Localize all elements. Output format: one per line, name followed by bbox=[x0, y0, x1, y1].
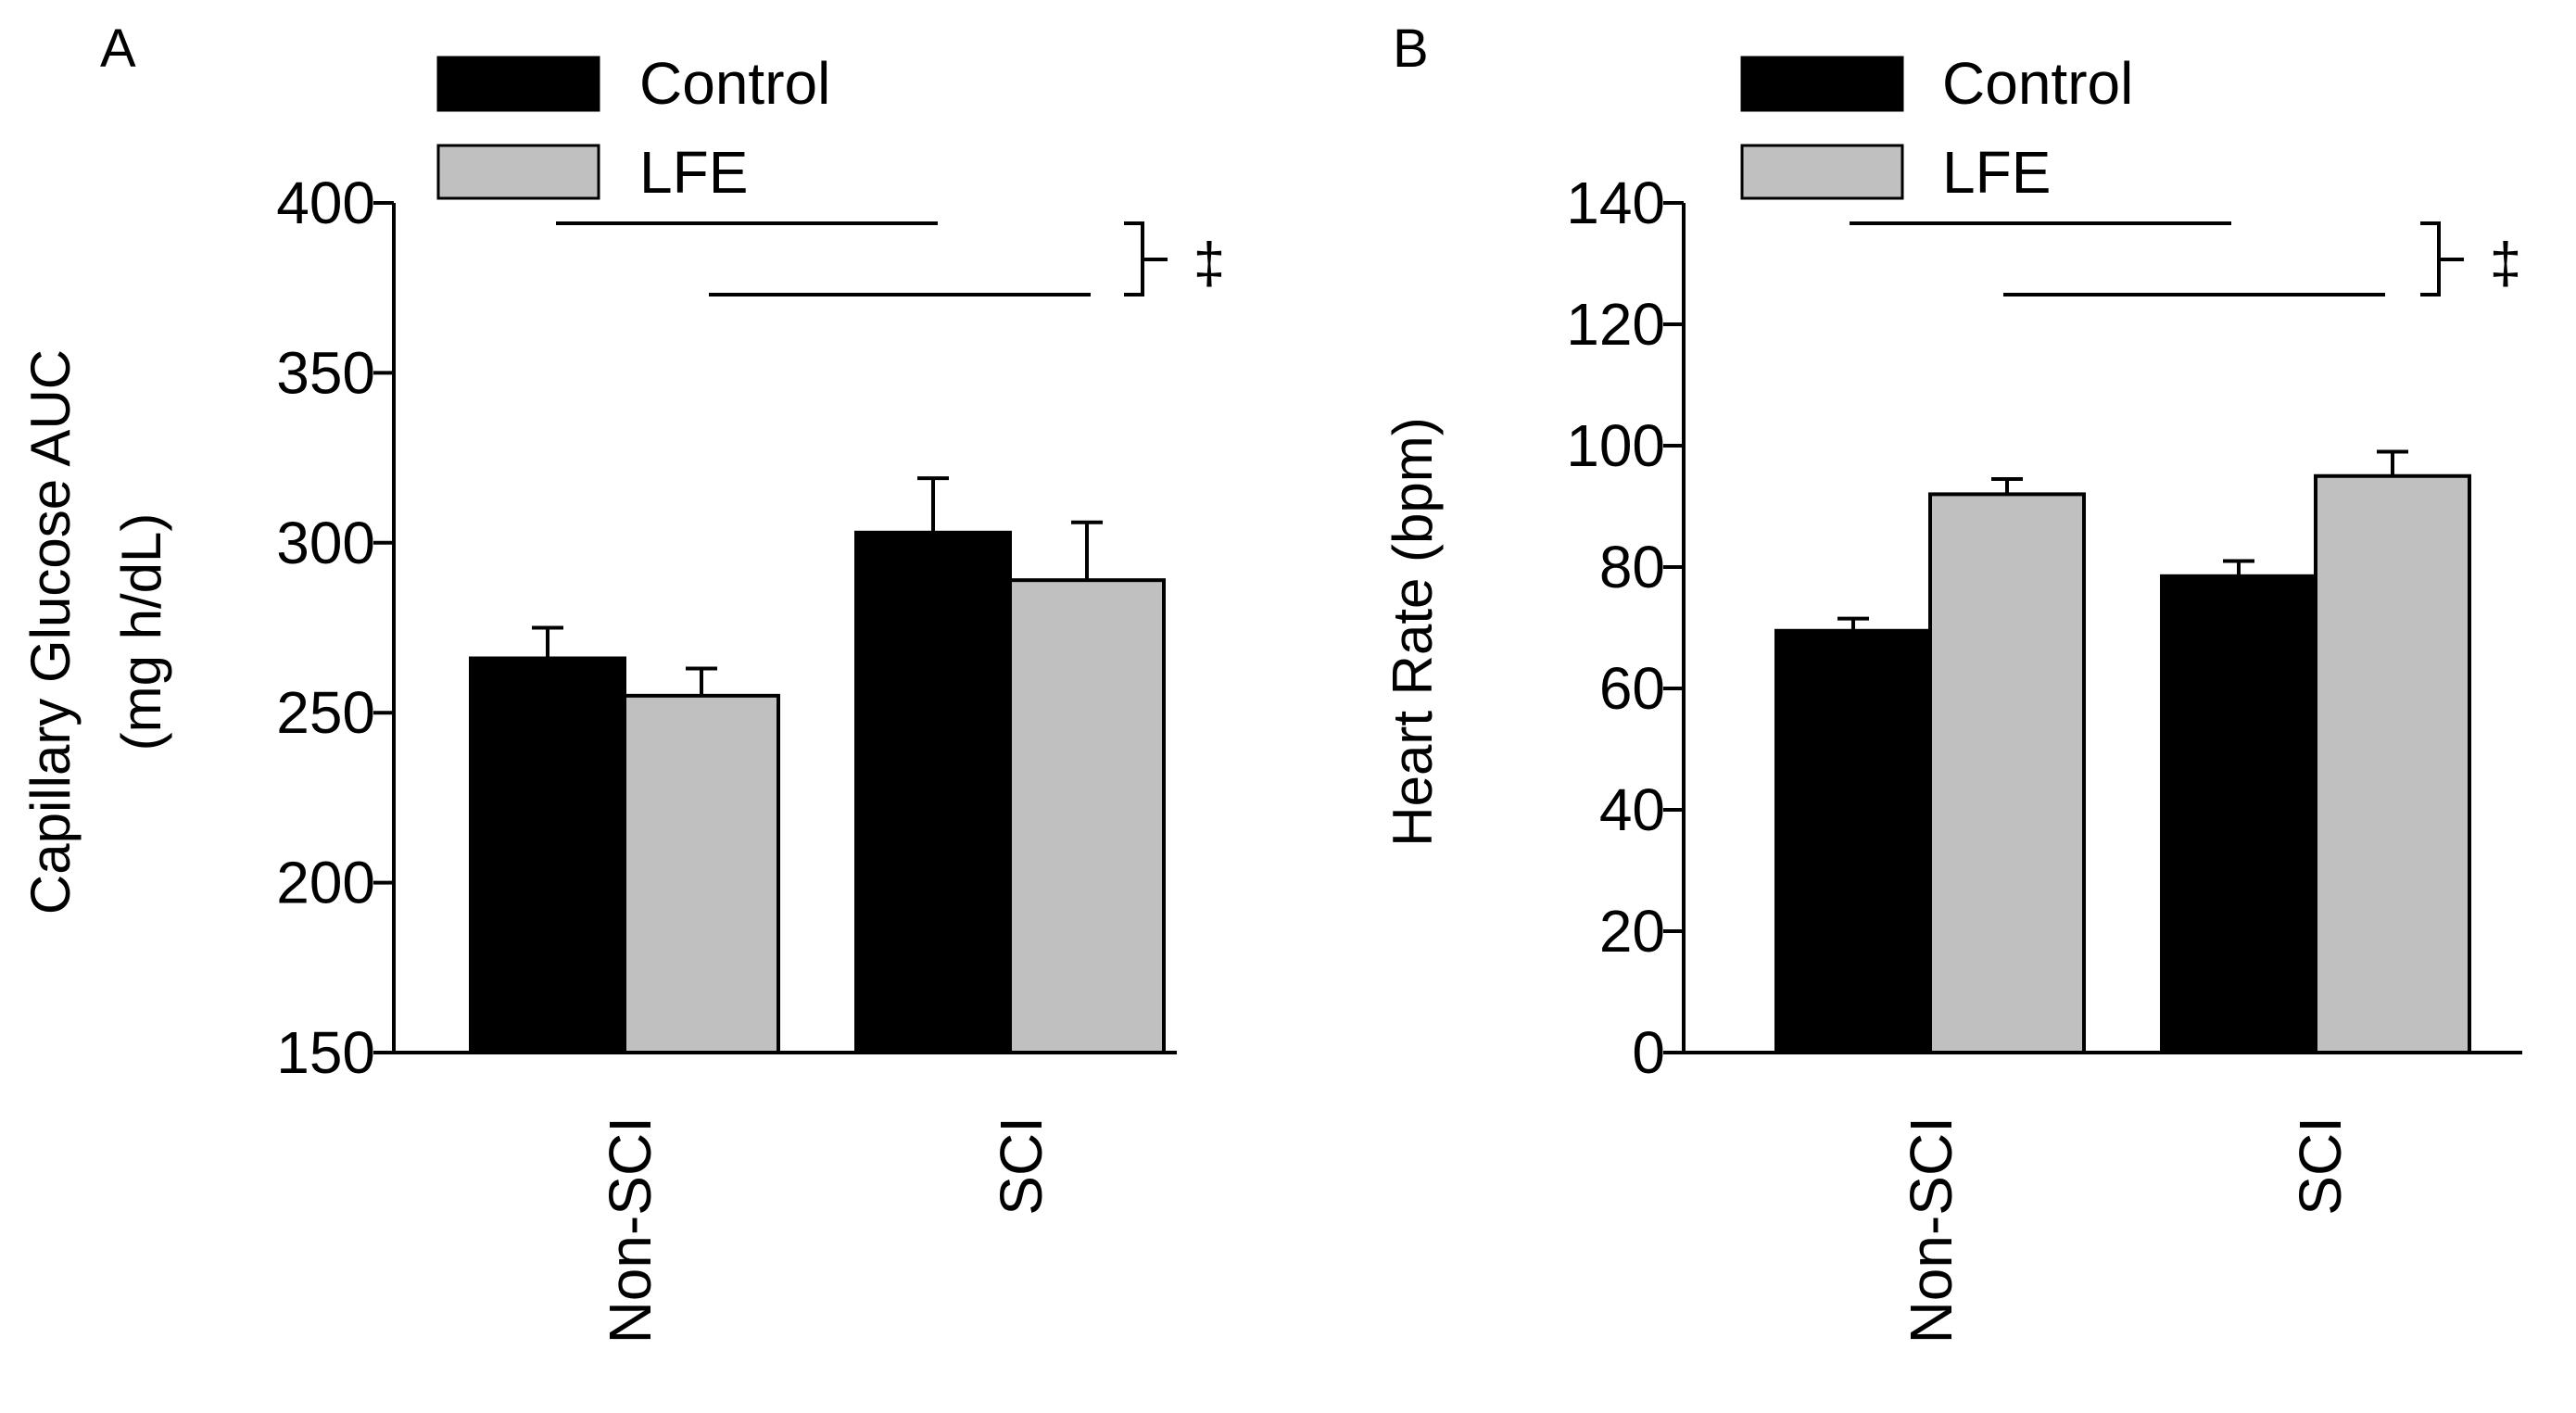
y-tick-label: 200 bbox=[276, 850, 375, 916]
legend: Control LFE bbox=[436, 50, 830, 206]
y-tick-label: 60 bbox=[1599, 655, 1665, 722]
legend-swatch-lfe bbox=[436, 144, 600, 200]
y-tick-label: 20 bbox=[1599, 898, 1665, 965]
x-tick-label-non-sci: Non-SCI bbox=[1898, 1117, 1964, 1344]
significance-bracket bbox=[1124, 221, 1144, 296]
y-axis-title: Heart Rate (bpm) bbox=[1382, 417, 1444, 846]
bar bbox=[1774, 628, 1932, 1055]
y-tick-label: 120 bbox=[1566, 291, 1665, 358]
chart-panel-b: B Control LFE Heart Rate (bpm) 0 20 40 60 80… bbox=[1382, 19, 2522, 1344]
bar bbox=[1928, 492, 2086, 1054]
y-axis-title-line1: Capillary Glucose AUC bbox=[19, 349, 82, 915]
legend-label-control: Control bbox=[639, 50, 830, 117]
bar bbox=[854, 530, 1012, 1054]
y-ticks: 150 200 250 300 350 400 bbox=[276, 170, 394, 1086]
x-tick-label-non-sci: Non-SCI bbox=[597, 1117, 663, 1344]
legend-swatch-control bbox=[436, 56, 600, 112]
x-tick-label-sci: SCI bbox=[988, 1117, 1054, 1216]
y-tick-label: 150 bbox=[276, 1019, 375, 1086]
significance-annotation: ‡ bbox=[556, 221, 1225, 296]
y-tick-label: 80 bbox=[1599, 534, 1665, 600]
legend-label-control: Control bbox=[1942, 50, 2133, 117]
y-tick-label: 140 bbox=[1566, 170, 1665, 236]
legend-swatch-control bbox=[1740, 56, 1904, 112]
bar bbox=[1008, 578, 1166, 1054]
significance-symbol: ‡ bbox=[2490, 232, 2521, 296]
y-tick-label: 300 bbox=[276, 510, 375, 576]
bar bbox=[2160, 574, 2317, 1054]
bar bbox=[623, 693, 780, 1054]
legend-label-lfe: LFE bbox=[639, 139, 748, 206]
y-tick-label: 250 bbox=[276, 679, 375, 746]
x-tick-label-sci: SCI bbox=[2287, 1117, 2354, 1216]
panel-label: B bbox=[1393, 19, 1429, 79]
significance-annotation: ‡ bbox=[1850, 221, 2521, 296]
significance-bracket bbox=[2420, 221, 2441, 296]
y-tick-label: 400 bbox=[276, 170, 375, 236]
y-tick-label: 40 bbox=[1599, 776, 1665, 843]
y-tick-label: 0 bbox=[1632, 1019, 1665, 1086]
y-tick-label: 350 bbox=[276, 339, 375, 406]
chart-panel-a: A Control LFE Capillary Glucose AUC (mg … bbox=[19, 19, 1225, 1344]
bars bbox=[469, 476, 1166, 1055]
legend-swatch-lfe bbox=[1740, 144, 1904, 200]
bar bbox=[2314, 473, 2471, 1054]
y-axis-title-line2: (mg h/dL) bbox=[110, 513, 172, 751]
panel-label: A bbox=[100, 19, 136, 79]
significance-symbol: ‡ bbox=[1193, 232, 1225, 296]
y-tick-label: 100 bbox=[1566, 412, 1665, 479]
legend-label-lfe: LFE bbox=[1942, 139, 2051, 206]
bars bbox=[1774, 449, 2471, 1055]
y-ticks: 0 20 40 60 80 100 120 140 bbox=[1566, 170, 1684, 1086]
bar bbox=[469, 656, 626, 1055]
legend: Control LFE bbox=[1740, 50, 2133, 206]
